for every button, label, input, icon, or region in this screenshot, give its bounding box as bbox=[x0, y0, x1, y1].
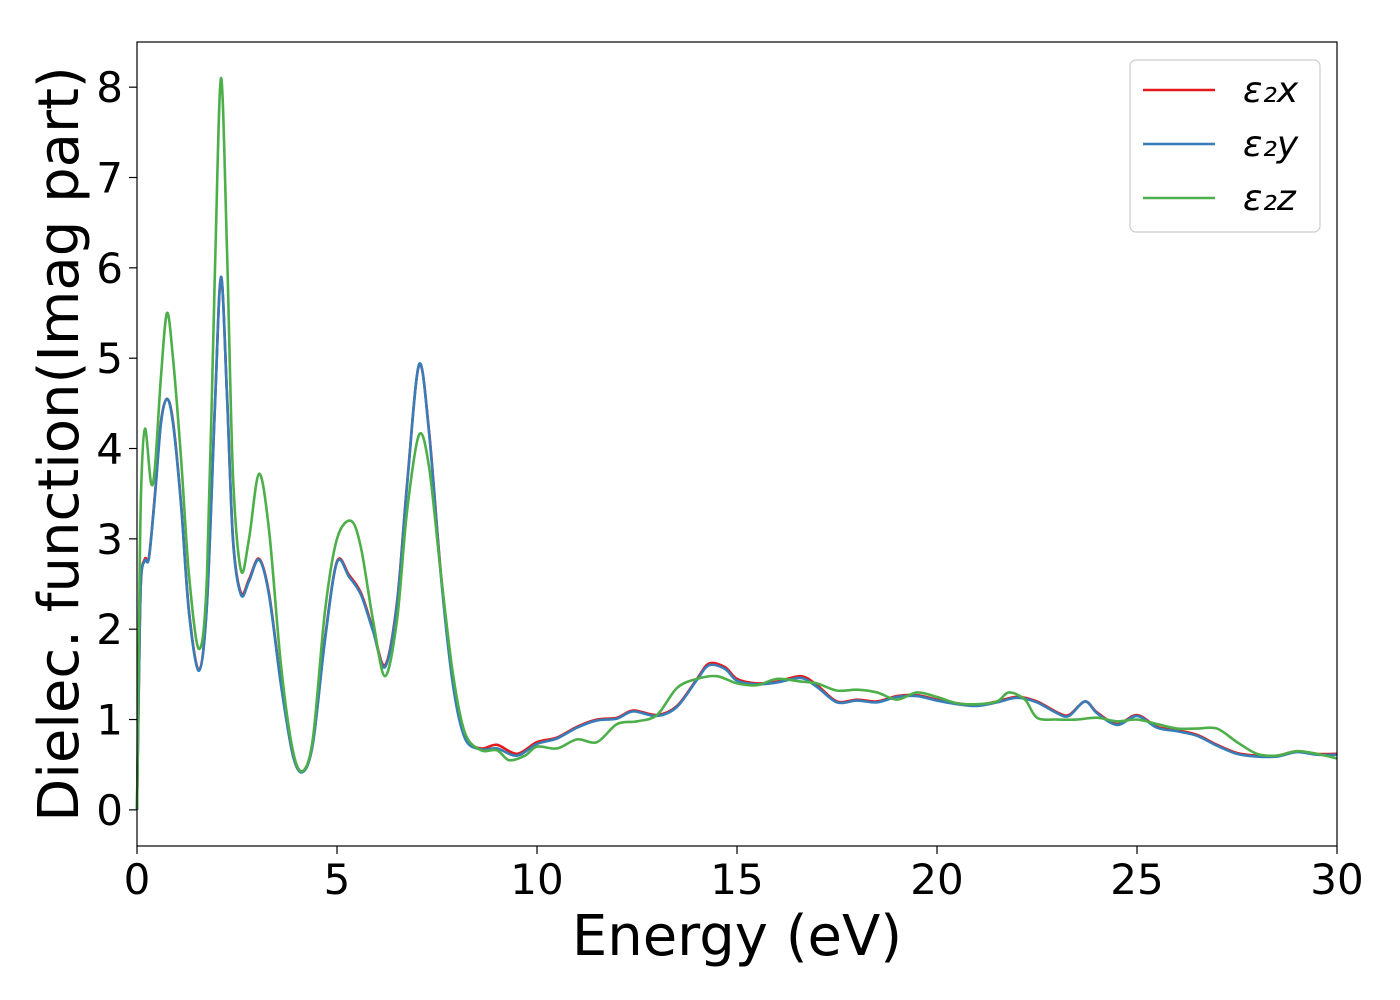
y-axis: 0 1 2 3 4 5 6 7 8 bbox=[96, 63, 137, 835]
series-line-2 bbox=[135, 275, 1338, 810]
x-tick-label: 5 bbox=[324, 855, 351, 904]
y-tick-label: 2 bbox=[96, 605, 123, 654]
x-tick-label: 20 bbox=[910, 855, 963, 904]
y-tick-label: 7 bbox=[96, 154, 123, 203]
legend: ε₂x ε₂y ε₂z bbox=[1129, 59, 1321, 233]
y-tick-label: 0 bbox=[96, 786, 123, 835]
x-tick-label: 15 bbox=[710, 855, 763, 904]
legend-items: ε₂x ε₂y ε₂z bbox=[1143, 70, 1299, 219]
x-tick-label: 25 bbox=[1110, 855, 1163, 904]
x-tick-label: 30 bbox=[1310, 855, 1363, 904]
y-axis-label: Dielec. function(Imag part) bbox=[27, 66, 92, 822]
x-axis-label: Energy (eV) bbox=[572, 904, 902, 969]
series-line-3 bbox=[135, 76, 1338, 810]
legend-label: ε₂y bbox=[1243, 124, 1299, 165]
y-tick-label: 5 bbox=[96, 334, 123, 383]
x-tick-label: 10 bbox=[510, 855, 563, 904]
y-tick-label: 4 bbox=[96, 425, 123, 474]
y-tick-label: 3 bbox=[96, 515, 123, 564]
x-tick-label: 0 bbox=[124, 855, 151, 904]
legend-box bbox=[1129, 59, 1321, 233]
y-tick-label: 8 bbox=[96, 63, 123, 112]
legend-label: ε₂z bbox=[1243, 178, 1297, 219]
y-tick-label: 1 bbox=[96, 696, 123, 745]
legend-label: ε₂x bbox=[1243, 70, 1299, 111]
y-tick-label: 6 bbox=[96, 244, 123, 293]
series-group bbox=[135, 76, 1338, 810]
x-axis: 0 5 10 15 20 25 30 bbox=[124, 846, 1364, 904]
